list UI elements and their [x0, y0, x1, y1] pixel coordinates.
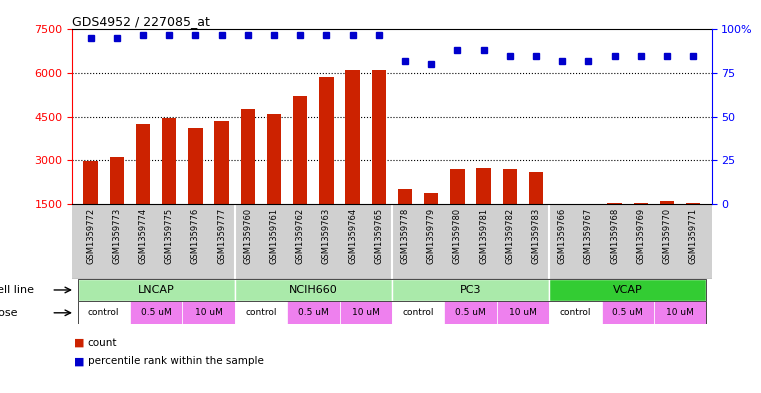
Bar: [287, 301, 339, 324]
Text: dose: dose: [0, 308, 18, 318]
Bar: [497, 301, 549, 324]
Text: 10 uM: 10 uM: [352, 309, 380, 317]
Bar: [398, 189, 412, 204]
Bar: [529, 173, 543, 204]
Text: GSM1359775: GSM1359775: [164, 208, 174, 264]
Text: 10 uM: 10 uM: [509, 309, 537, 317]
Bar: [345, 70, 360, 204]
Text: 10 uM: 10 uM: [666, 309, 694, 317]
Text: GSM1359764: GSM1359764: [348, 208, 357, 264]
Text: control: control: [403, 309, 434, 317]
Text: GSM1359779: GSM1359779: [427, 208, 436, 264]
Bar: [188, 128, 202, 204]
Bar: [392, 279, 549, 301]
Text: GSM1359781: GSM1359781: [479, 208, 488, 264]
Bar: [654, 301, 706, 324]
Bar: [371, 70, 386, 204]
Text: GSM1359776: GSM1359776: [191, 208, 200, 264]
Bar: [78, 279, 234, 301]
Bar: [549, 279, 706, 301]
Bar: [183, 301, 234, 324]
Bar: [319, 77, 333, 204]
Text: cell line: cell line: [0, 285, 34, 295]
Text: GSM1359773: GSM1359773: [113, 208, 121, 264]
Text: 10 uM: 10 uM: [195, 309, 222, 317]
Bar: [660, 201, 674, 204]
Text: GSM1359783: GSM1359783: [531, 208, 540, 264]
Bar: [601, 301, 654, 324]
Bar: [135, 124, 150, 204]
Text: control: control: [559, 309, 591, 317]
Bar: [424, 193, 438, 204]
Text: VCAP: VCAP: [613, 285, 642, 295]
Text: GSM1359780: GSM1359780: [453, 208, 462, 264]
Text: GSM1359782: GSM1359782: [505, 208, 514, 264]
Bar: [634, 203, 648, 204]
Text: GSM1359767: GSM1359767: [584, 208, 593, 264]
Text: count: count: [88, 338, 117, 348]
Bar: [339, 301, 392, 324]
Bar: [476, 167, 491, 204]
Bar: [78, 301, 130, 324]
Text: GDS4952 / 227085_at: GDS4952 / 227085_at: [72, 15, 210, 28]
Text: GSM1359765: GSM1359765: [374, 208, 384, 264]
Bar: [234, 301, 287, 324]
Text: ■: ■: [74, 338, 84, 348]
Text: control: control: [245, 309, 277, 317]
Bar: [84, 161, 98, 204]
Bar: [444, 301, 497, 324]
Bar: [130, 301, 183, 324]
Bar: [607, 203, 622, 204]
Text: GSM1359769: GSM1359769: [636, 208, 645, 264]
Bar: [392, 301, 444, 324]
Bar: [234, 279, 392, 301]
Text: GSM1359778: GSM1359778: [400, 208, 409, 264]
Text: GSM1359763: GSM1359763: [322, 208, 331, 264]
Text: GSM1359766: GSM1359766: [558, 208, 567, 264]
Bar: [549, 301, 601, 324]
Bar: [686, 203, 700, 204]
Text: GSM1359770: GSM1359770: [663, 208, 671, 264]
Bar: [267, 114, 282, 204]
Text: GSM1359771: GSM1359771: [689, 208, 698, 264]
Text: ■: ■: [74, 356, 84, 366]
Text: NCIH660: NCIH660: [289, 285, 338, 295]
Bar: [502, 169, 517, 204]
Text: GSM1359760: GSM1359760: [244, 208, 253, 264]
Bar: [162, 118, 177, 204]
Text: GSM1359772: GSM1359772: [86, 208, 95, 264]
Text: percentile rank within the sample: percentile rank within the sample: [88, 356, 263, 366]
Bar: [293, 96, 307, 204]
Bar: [451, 169, 465, 204]
Text: LNCAP: LNCAP: [138, 285, 174, 295]
Text: GSM1359768: GSM1359768: [610, 208, 619, 264]
Text: 0.5 uM: 0.5 uM: [298, 309, 329, 317]
Text: GSM1359761: GSM1359761: [269, 208, 279, 264]
Bar: [215, 121, 229, 204]
Text: GSM1359777: GSM1359777: [217, 208, 226, 264]
Text: PC3: PC3: [460, 285, 481, 295]
Text: GSM1359774: GSM1359774: [139, 208, 148, 264]
Text: 0.5 uM: 0.5 uM: [141, 309, 171, 317]
Text: 0.5 uM: 0.5 uM: [613, 309, 643, 317]
Bar: [110, 157, 124, 204]
Text: control: control: [88, 309, 119, 317]
Text: GSM1359762: GSM1359762: [296, 208, 304, 264]
Text: 0.5 uM: 0.5 uM: [455, 309, 486, 317]
Bar: [240, 108, 255, 204]
